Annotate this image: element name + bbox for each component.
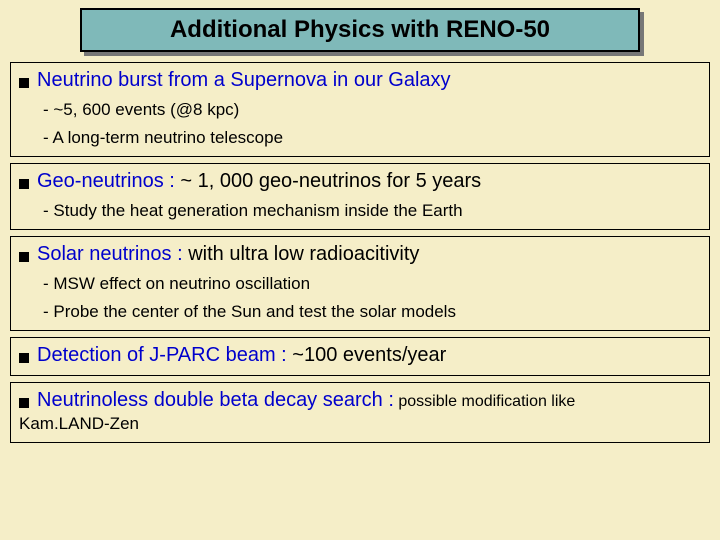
section-sub-item: - A long-term neutrino telescope [43, 128, 701, 148]
section-heading-row: Geo-neutrinos : ~ 1, 000 geo-neutrinos f… [19, 170, 701, 193]
section-sub-item: - Study the heat generation mechanism in… [43, 201, 701, 221]
section-heading: Geo-neutrinos : [37, 170, 175, 192]
section-heading: Neutrinoless double beta decay search : [37, 389, 394, 411]
section-geo-neutrinos: Geo-neutrinos : ~ 1, 000 geo-neutrinos f… [10, 163, 710, 230]
section-heading-plain: ~ 1, 000 geo-neutrinos for 5 years [175, 170, 481, 192]
section-heading-plain: ~100 events/year [287, 344, 447, 366]
section-heading-row: Solar neutrinos : with ultra low radioac… [19, 243, 701, 266]
section-heading-plain: with ultra low radioacitivity [183, 243, 420, 265]
title-text: Additional Physics with RENO-50 [170, 16, 550, 44]
section-heading-tail: possible modification like [394, 393, 575, 410]
section-supernova: Neutrino burst from a Supernova in our G… [10, 62, 710, 157]
section-heading: Neutrino burst from a Supernova in our G… [37, 69, 451, 92]
title-box: Additional Physics with RENO-50 [80, 8, 640, 52]
section-extra-line: Kam.LAND-Zen [19, 414, 701, 434]
section-sub-item: - ~5, 600 events (@8 kpc) [43, 100, 701, 120]
section-heading-row: Neutrino burst from a Supernova in our G… [19, 69, 701, 92]
section-sub-item: - MSW effect on neutrino oscillation [43, 274, 701, 294]
section-sub-item: - Probe the center of the Sun and test t… [43, 302, 701, 322]
title-container: Additional Physics with RENO-50 [80, 8, 640, 52]
bullet-square-icon [19, 398, 29, 408]
bullet-square-icon [19, 252, 29, 262]
section-solar-neutrinos: Solar neutrinos : with ultra low radioac… [10, 236, 710, 331]
section-heading: Solar neutrinos : [37, 243, 183, 265]
section-double-beta: Neutrinoless double beta decay search : … [10, 382, 710, 443]
section-heading: Detection of J-PARC beam : [37, 344, 287, 366]
section-jparc: Detection of J-PARC beam : ~100 events/y… [10, 337, 710, 376]
bullet-square-icon [19, 353, 29, 363]
section-heading-row: Neutrinoless double beta decay search : … [19, 389, 701, 412]
bullet-square-icon [19, 78, 29, 88]
bullet-square-icon [19, 179, 29, 189]
section-heading-row: Detection of J-PARC beam : ~100 events/y… [19, 344, 701, 367]
